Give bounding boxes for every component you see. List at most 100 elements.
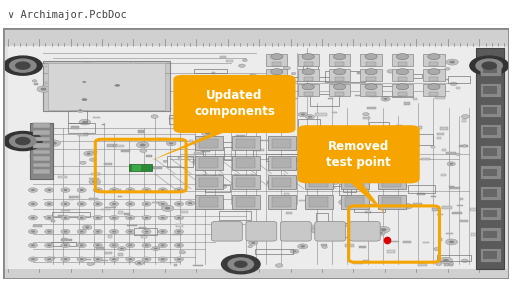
Bar bbox=[437, 214, 443, 215]
Circle shape bbox=[63, 258, 68, 260]
Bar bbox=[231, 156, 260, 170]
Bar bbox=[272, 178, 291, 187]
Bar bbox=[367, 107, 376, 109]
Bar bbox=[430, 62, 438, 66]
Bar bbox=[332, 112, 337, 113]
Bar bbox=[203, 142, 236, 156]
Bar bbox=[382, 139, 401, 148]
Circle shape bbox=[47, 258, 51, 260]
Bar bbox=[68, 110, 87, 123]
Bar bbox=[209, 148, 216, 150]
Circle shape bbox=[63, 189, 68, 191]
Circle shape bbox=[61, 188, 70, 192]
Circle shape bbox=[16, 138, 30, 144]
Circle shape bbox=[404, 205, 410, 207]
Circle shape bbox=[228, 258, 253, 270]
Bar bbox=[480, 207, 501, 221]
Bar bbox=[360, 69, 382, 81]
Bar bbox=[152, 201, 161, 203]
Bar bbox=[382, 158, 401, 168]
Bar bbox=[420, 158, 431, 160]
Bar bbox=[33, 150, 50, 154]
Circle shape bbox=[397, 137, 406, 142]
Bar bbox=[70, 199, 73, 200]
Bar bbox=[297, 69, 319, 81]
Bar bbox=[52, 212, 90, 217]
Bar bbox=[305, 195, 332, 209]
Bar bbox=[169, 118, 178, 119]
Bar bbox=[423, 242, 429, 243]
Bar bbox=[297, 84, 319, 96]
Bar bbox=[348, 134, 359, 135]
Bar bbox=[480, 186, 501, 200]
Circle shape bbox=[158, 229, 167, 234]
Circle shape bbox=[439, 257, 453, 264]
Circle shape bbox=[142, 201, 151, 206]
Circle shape bbox=[165, 207, 170, 210]
Circle shape bbox=[177, 258, 181, 260]
Circle shape bbox=[77, 257, 86, 261]
Bar bbox=[378, 195, 406, 209]
Circle shape bbox=[290, 249, 299, 253]
Bar bbox=[43, 61, 170, 111]
Bar bbox=[408, 185, 435, 193]
Circle shape bbox=[79, 189, 83, 191]
Circle shape bbox=[196, 158, 208, 164]
Bar bbox=[51, 220, 55, 221]
Bar bbox=[134, 228, 157, 235]
Bar bbox=[437, 255, 471, 261]
Bar bbox=[328, 98, 332, 99]
Bar bbox=[288, 177, 293, 179]
Bar bbox=[83, 258, 91, 260]
Bar bbox=[131, 62, 136, 64]
Bar bbox=[366, 230, 376, 232]
Bar bbox=[60, 209, 70, 211]
Circle shape bbox=[185, 95, 189, 97]
Circle shape bbox=[249, 241, 258, 245]
Circle shape bbox=[333, 54, 346, 60]
Circle shape bbox=[310, 203, 321, 208]
Circle shape bbox=[161, 189, 165, 191]
Bar bbox=[61, 239, 72, 241]
Circle shape bbox=[228, 105, 233, 107]
Circle shape bbox=[79, 258, 83, 260]
Bar bbox=[480, 62, 501, 76]
Bar bbox=[430, 77, 438, 81]
Circle shape bbox=[365, 84, 377, 90]
Circle shape bbox=[299, 156, 305, 159]
Bar bbox=[105, 88, 116, 89]
Bar bbox=[460, 198, 463, 200]
Circle shape bbox=[92, 180, 97, 183]
Bar bbox=[423, 54, 444, 66]
Circle shape bbox=[10, 135, 36, 148]
Circle shape bbox=[129, 244, 132, 246]
Circle shape bbox=[110, 243, 119, 248]
Bar bbox=[387, 250, 395, 253]
Bar bbox=[86, 79, 101, 82]
Bar bbox=[403, 134, 434, 145]
Circle shape bbox=[80, 80, 89, 84]
Circle shape bbox=[158, 243, 167, 248]
Bar bbox=[45, 82, 52, 84]
Circle shape bbox=[118, 95, 123, 97]
Bar bbox=[272, 158, 291, 168]
Circle shape bbox=[31, 217, 35, 219]
Circle shape bbox=[401, 203, 413, 209]
Circle shape bbox=[63, 244, 68, 246]
Bar bbox=[96, 247, 104, 250]
Circle shape bbox=[275, 264, 283, 267]
Bar bbox=[291, 233, 300, 235]
Bar bbox=[444, 263, 454, 266]
Bar bbox=[280, 110, 288, 113]
Bar bbox=[266, 84, 287, 96]
Circle shape bbox=[126, 215, 135, 220]
Bar bbox=[480, 83, 501, 97]
Circle shape bbox=[317, 204, 325, 208]
Circle shape bbox=[293, 250, 296, 252]
Circle shape bbox=[142, 188, 151, 192]
Circle shape bbox=[283, 66, 290, 70]
Bar bbox=[291, 98, 298, 99]
Bar bbox=[480, 165, 501, 179]
Text: Removed
test point: Removed test point bbox=[326, 140, 391, 169]
Bar bbox=[139, 227, 146, 228]
